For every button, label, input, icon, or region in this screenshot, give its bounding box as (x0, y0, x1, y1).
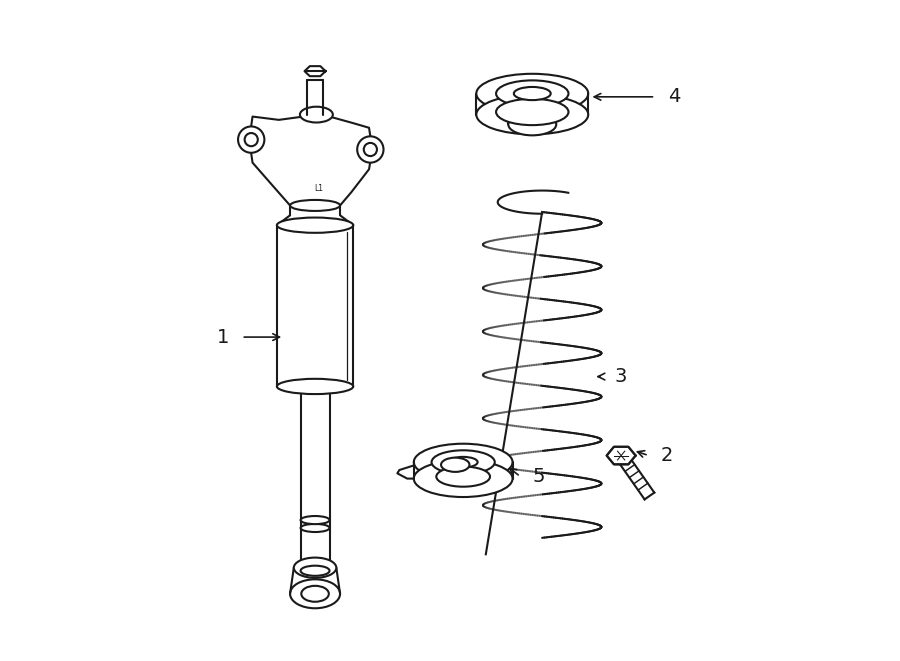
Ellipse shape (301, 524, 329, 532)
Ellipse shape (514, 87, 551, 100)
Text: 3: 3 (615, 367, 627, 386)
Ellipse shape (301, 566, 329, 576)
Ellipse shape (357, 136, 383, 163)
Ellipse shape (449, 457, 478, 467)
Ellipse shape (302, 586, 328, 602)
Ellipse shape (293, 558, 337, 578)
Ellipse shape (277, 217, 353, 233)
Ellipse shape (432, 450, 495, 474)
Text: 1: 1 (217, 328, 230, 346)
Polygon shape (607, 447, 635, 464)
Ellipse shape (364, 143, 377, 156)
Ellipse shape (414, 444, 512, 481)
Ellipse shape (414, 460, 512, 497)
Ellipse shape (476, 95, 589, 134)
Ellipse shape (245, 133, 257, 146)
Ellipse shape (496, 98, 569, 125)
Ellipse shape (290, 579, 340, 608)
Ellipse shape (290, 200, 340, 211)
Ellipse shape (436, 467, 490, 486)
Text: 5: 5 (533, 467, 545, 486)
Text: 4: 4 (668, 87, 680, 106)
Ellipse shape (238, 126, 265, 153)
Text: 2: 2 (661, 446, 673, 465)
Ellipse shape (441, 457, 470, 472)
Ellipse shape (301, 516, 329, 524)
Ellipse shape (496, 81, 569, 106)
Text: L1: L1 (314, 184, 323, 194)
Ellipse shape (300, 106, 333, 122)
Ellipse shape (476, 74, 589, 113)
Ellipse shape (508, 114, 556, 136)
Ellipse shape (277, 379, 353, 394)
